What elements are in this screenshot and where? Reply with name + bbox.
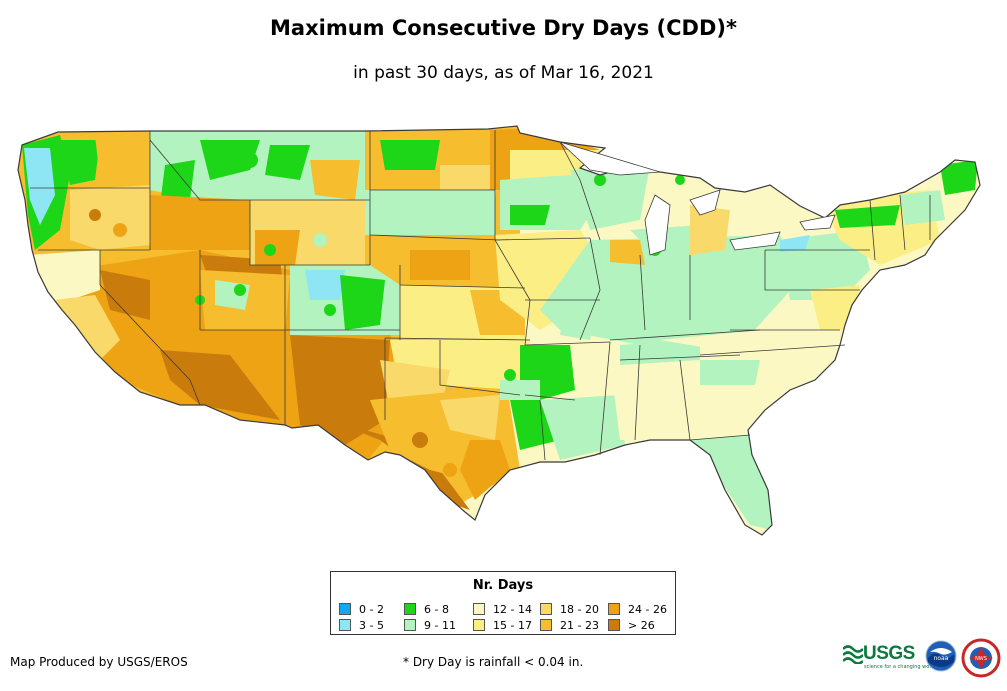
legend-item: > 26 (608, 617, 678, 633)
legend-swatch (339, 603, 351, 615)
legend-label: 9 - 11 (424, 618, 456, 632)
legend-swatch (608, 619, 620, 631)
usgs-wave-icon (843, 645, 863, 664)
legend-item: 24 - 26 (608, 601, 678, 617)
nws-logo-icon: NWS (961, 638, 1001, 678)
legend-item: 0 - 2 (339, 601, 404, 617)
legend-item: 3 - 5 (339, 617, 404, 633)
map-credit: Map Produced by USGS/EROS (10, 655, 188, 669)
legend-label: 24 - 26 (628, 602, 667, 616)
legend-swatch (608, 603, 620, 615)
legend-label: 18 - 20 (560, 602, 599, 616)
legend-label: 21 - 23 (560, 618, 599, 632)
noaa-logo-icon: noaa (925, 640, 957, 672)
legend-item: 18 - 20 (540, 601, 608, 617)
usgs-tagline: science for a changing world (864, 664, 936, 670)
legend-item: 21 - 23 (540, 617, 608, 633)
legend-label: 0 - 2 (359, 602, 384, 616)
legend-swatch (404, 603, 416, 615)
nws-logo-text: NWS (975, 656, 987, 662)
noaa-logo-text: noaa (934, 655, 949, 662)
footnote: * Dry Day is rainfall < 0.04 in. (403, 655, 584, 669)
legend-label: 12 - 14 (493, 602, 532, 616)
legend-item: 12 - 14 (473, 601, 540, 617)
legend-label: 3 - 5 (359, 618, 384, 632)
legend-swatch (540, 603, 552, 615)
usgs-logo: USGS science for a changing world (843, 642, 936, 670)
legend-swatch (473, 603, 485, 615)
legend-label: 15 - 17 (493, 618, 532, 632)
legend-item: 15 - 17 (473, 617, 540, 633)
legend-label: 6 - 8 (424, 602, 449, 616)
legend: Nr. Days 0 - 2 3 - 5 6 - 8 9 - 11 12 - 14 15 … (330, 571, 676, 635)
legend-label: > 26 (628, 618, 655, 632)
map-title: Maximum Consecutive Dry Days (CDD)* (270, 16, 737, 40)
legend-item: 9 - 11 (404, 617, 473, 633)
legend-swatch (473, 619, 485, 631)
legend-grid: 0 - 2 3 - 5 6 - 8 9 - 11 12 - 14 15 - 17 18 - … (339, 601, 678, 633)
map-subtitle: in past 30 days, as of Mar 16, 2021 (353, 63, 654, 83)
legend-swatch (339, 619, 351, 631)
legend-title: Nr. Days (472, 578, 534, 593)
legend-item: 6 - 8 (404, 601, 473, 617)
legend-swatch (540, 619, 552, 631)
usgs-logo-text: USGS (863, 643, 915, 664)
legend-swatch (404, 619, 416, 631)
